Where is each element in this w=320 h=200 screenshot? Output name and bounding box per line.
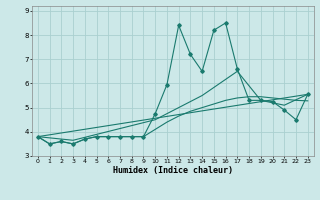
X-axis label: Humidex (Indice chaleur): Humidex (Indice chaleur) bbox=[113, 166, 233, 175]
